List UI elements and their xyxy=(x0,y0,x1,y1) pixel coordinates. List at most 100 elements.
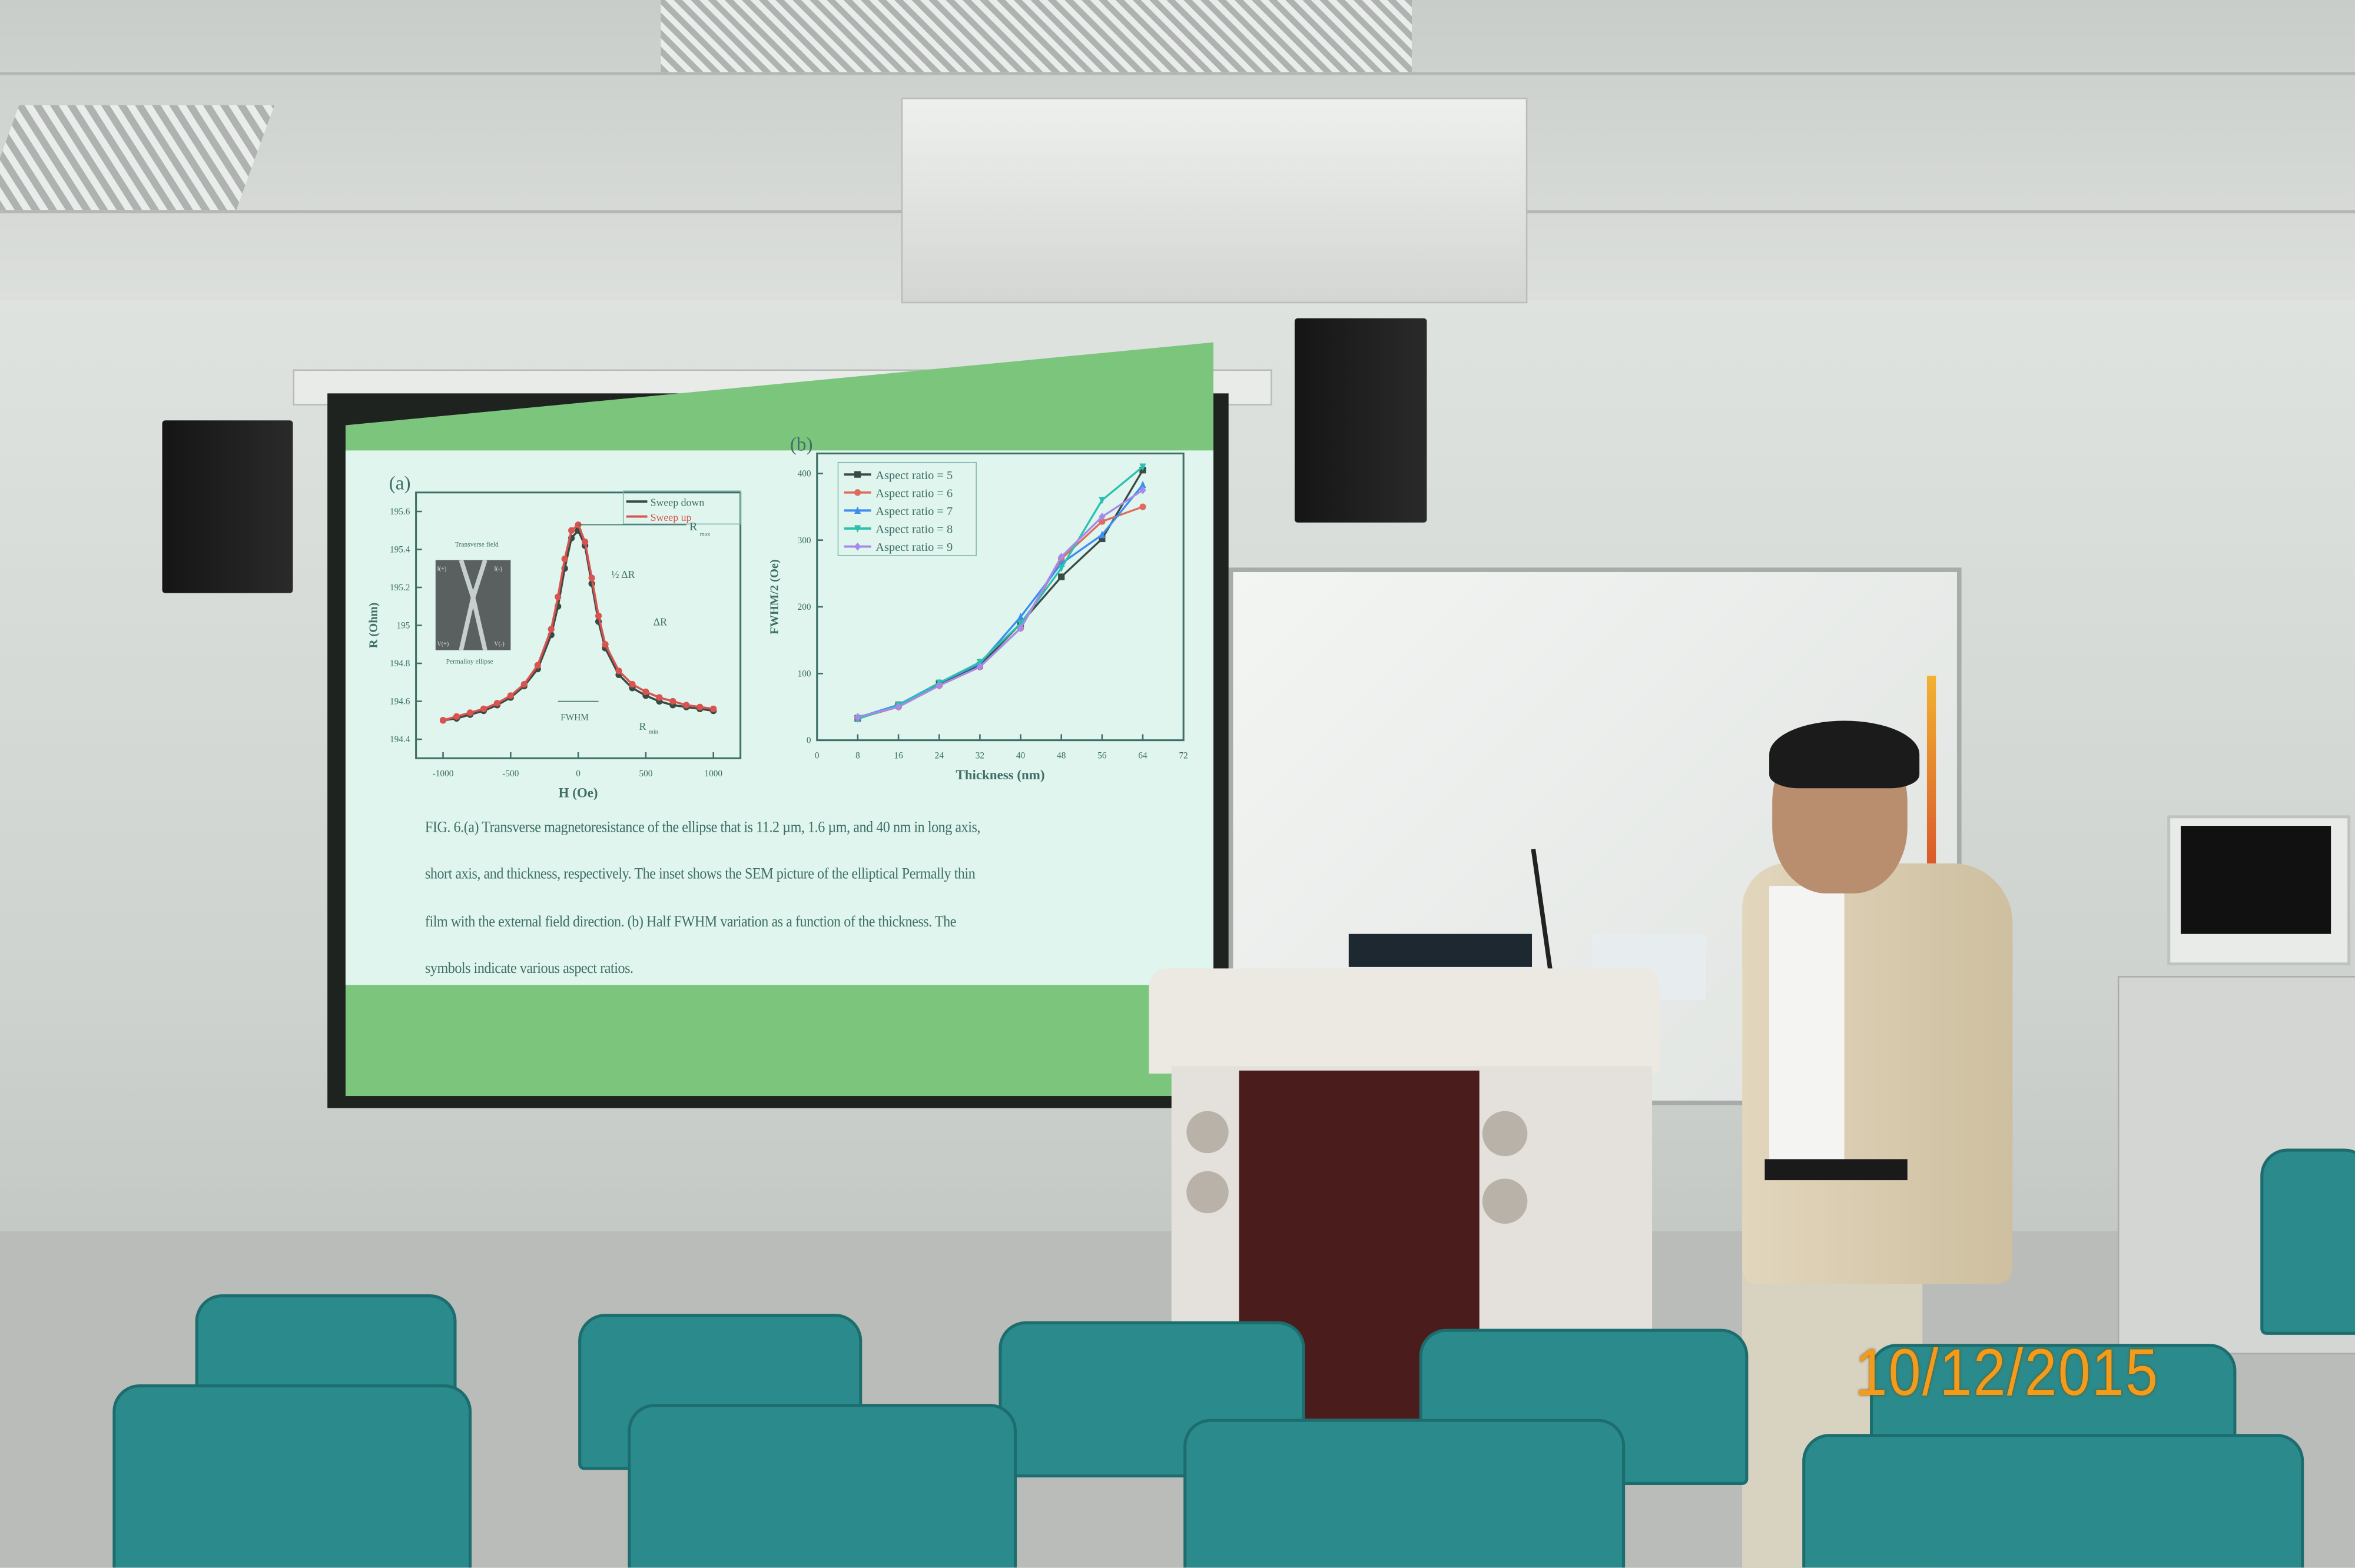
legend-marker xyxy=(854,506,861,514)
x-tick-label: 56 xyxy=(1097,750,1107,760)
inset-terminal-label: V(+) xyxy=(437,641,449,647)
panel-label: (b) xyxy=(790,433,813,455)
chair xyxy=(1802,1434,2304,1568)
presenter-shirt xyxy=(1769,886,1845,1171)
delta-r-label: ΔR xyxy=(654,616,667,627)
data-point xyxy=(493,700,500,707)
panel-label: (a) xyxy=(389,473,411,494)
legend-marker xyxy=(854,542,861,551)
data-point xyxy=(595,612,602,619)
data-point xyxy=(520,680,528,688)
x-tick-label: 64 xyxy=(1138,750,1147,760)
legend-label: Aspect ratio = 6 xyxy=(875,487,953,500)
y-axis-label: FWHM/2 (Oe) xyxy=(768,559,781,634)
x-tick-label: 40 xyxy=(1016,750,1026,760)
rmin-subscript: min xyxy=(649,729,658,735)
legend-box xyxy=(622,490,741,525)
series-aspect-ratio-9-line xyxy=(857,489,1143,718)
y-tick-label: 194.4 xyxy=(390,735,410,745)
x-tick-label: 24 xyxy=(935,750,944,760)
series-aspect-ratio-8-point xyxy=(1139,463,1146,471)
y-tick-label: 195.6 xyxy=(390,507,410,517)
x-tick-label: 48 xyxy=(1057,750,1066,760)
x-tick-label: 500 xyxy=(639,769,652,779)
x-tick-label: 1000 xyxy=(704,769,722,779)
series-aspect-ratio-5-point xyxy=(1058,573,1065,580)
y-tick-label: 195 xyxy=(396,621,410,631)
x-tick-label: 8 xyxy=(855,750,860,760)
podium-speaker-grille xyxy=(1186,1111,1229,1154)
data-point xyxy=(582,538,589,546)
y-tick-label: 195.2 xyxy=(390,583,410,593)
chair xyxy=(2260,1148,2355,1335)
data-point xyxy=(683,702,690,709)
date-stamp: 10/12/2015 xyxy=(1855,1336,2160,1410)
data-point xyxy=(480,705,487,713)
rmax-subscript: max xyxy=(700,531,711,538)
legend-label: Sweep up xyxy=(651,511,692,523)
laptop xyxy=(1348,934,1533,967)
y-tick-label: 194.8 xyxy=(390,659,410,669)
data-point xyxy=(548,626,555,633)
y-tick-label: 400 xyxy=(798,469,811,479)
series-aspect-ratio-9-point xyxy=(936,681,943,690)
ceiling-light-grille xyxy=(0,105,275,211)
inset-terminal-label: V(-) xyxy=(494,641,505,647)
podium-speaker-grille xyxy=(1482,1111,1528,1157)
data-point xyxy=(615,667,622,675)
legend-box xyxy=(837,461,977,556)
data-point xyxy=(696,703,704,710)
ceiling-projector-housing xyxy=(901,97,1528,304)
series-aspect-ratio-7-point xyxy=(1139,480,1146,489)
y-tick-label: 300 xyxy=(798,536,811,546)
ceiling-vent xyxy=(661,0,1412,72)
inset-ellipse-label: Permalloy ellipse xyxy=(446,659,493,666)
data-point xyxy=(568,527,575,534)
series-aspect-ratio-6-point xyxy=(1139,503,1146,510)
half-delta-r-label: ½ ΔR xyxy=(611,569,635,580)
x-axis-label: H (Oe) xyxy=(559,786,598,800)
plot-frame xyxy=(816,452,1185,742)
legend-label: Aspect ratio = 9 xyxy=(875,541,953,554)
slide-caption-line: FIG. 6.(a) Transverse magnetoresistance … xyxy=(424,819,981,836)
ceiling-grid xyxy=(0,72,2355,75)
x-tick-label: 0 xyxy=(576,769,581,779)
legend-label: Aspect ratio = 5 xyxy=(875,469,953,482)
legend-marker xyxy=(854,471,861,478)
data-point xyxy=(710,705,717,713)
series-aspect-ratio-7-point xyxy=(1099,530,1106,539)
x-tick-label: -500 xyxy=(502,769,519,779)
legend-marker xyxy=(854,525,861,533)
podium-top xyxy=(1149,968,1660,1074)
data-point xyxy=(642,688,649,695)
inset-terminal-label: I(+) xyxy=(437,566,446,572)
series-aspect-ratio-6-point xyxy=(1099,518,1106,525)
chart-b-fwhm-vs-thickness: (b) 0 8 16 24 32 40 48 56 64 72 0 100 200 300 400 Thickn… xyxy=(768,433,1188,782)
data-point xyxy=(555,593,562,600)
presenter-hair xyxy=(1769,720,1920,789)
podium-speaker-grille xyxy=(1186,1171,1229,1214)
y-tick-label: 194.6 xyxy=(390,697,410,707)
rmin-label: R xyxy=(639,720,646,732)
x-axis-label: Thickness (nm) xyxy=(956,768,1044,782)
series-aspect-ratio-9-point xyxy=(1058,553,1065,561)
data-point xyxy=(656,694,663,701)
legend-label: Aspect ratio = 7 xyxy=(875,505,953,518)
series-aspect-ratio-8-point xyxy=(1058,564,1065,573)
chart-a-magnetoresistance: (a) -1000 -500 0 500 1000 194.4 194.6 194.8 195 19… xyxy=(368,473,742,800)
monitor-screen xyxy=(2181,826,2331,934)
legend-label: Aspect ratio = 8 xyxy=(875,523,953,536)
rmax-label: R xyxy=(689,520,698,533)
data-point xyxy=(534,662,541,669)
chair xyxy=(628,1404,1017,1568)
series-aspect-ratio-8-point xyxy=(1017,620,1024,628)
slide-caption-line: film with the external field direction. … xyxy=(424,914,956,931)
x-tick-label: -1000 xyxy=(433,769,454,779)
slide-content-area xyxy=(345,450,1214,985)
y-axis-label: R (Ohm) xyxy=(368,603,380,649)
data-point xyxy=(588,574,595,582)
left-speaker xyxy=(162,420,293,593)
series-aspect-ratio-5-point xyxy=(1099,535,1106,543)
fwhm-label: FWHM xyxy=(560,713,589,723)
